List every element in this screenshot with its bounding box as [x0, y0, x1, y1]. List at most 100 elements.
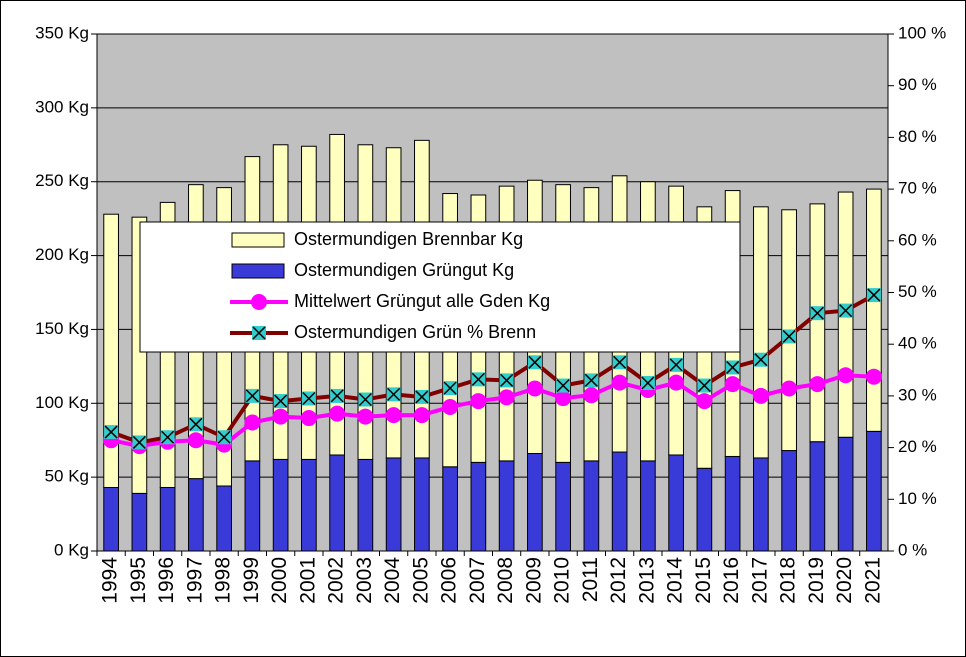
point	[104, 425, 119, 440]
y2-tick-label: 70 %	[898, 179, 937, 198]
x-tick-label: 2016	[720, 557, 743, 604]
point	[160, 430, 175, 445]
legend: Ostermundigen Brennbar Kg Ostermundigen G…	[139, 221, 741, 353]
marker-x	[387, 387, 401, 401]
bar	[753, 457, 769, 552]
bar	[640, 460, 656, 552]
marker-x	[754, 353, 768, 367]
x-tick-label: 2001	[296, 557, 319, 604]
marker-x	[500, 373, 514, 387]
bar	[555, 461, 571, 552]
point	[838, 303, 853, 318]
point	[668, 374, 685, 391]
point	[217, 430, 232, 445]
point	[724, 376, 741, 393]
point	[330, 388, 345, 403]
bar	[385, 457, 402, 552]
y-tick-label: 300 Kg	[35, 97, 89, 116]
line	[110, 293, 875, 445]
y2-tick-label: 0 %	[898, 540, 927, 559]
marker-x	[217, 430, 231, 444]
bar	[527, 453, 543, 552]
bar	[442, 466, 458, 552]
marker-x	[302, 391, 316, 406]
bar	[470, 461, 487, 552]
x-tick-label: 2014	[664, 557, 687, 604]
legend-marker	[252, 326, 266, 340]
x-tick-label: 1998	[212, 557, 235, 604]
legend-marker	[251, 294, 267, 310]
bar	[244, 460, 261, 552]
marker-x	[613, 355, 627, 369]
point	[753, 352, 768, 367]
x-tick-label: 2018	[777, 557, 800, 604]
point	[584, 373, 599, 388]
bar	[866, 188, 882, 432]
bar	[357, 458, 374, 552]
x-tick-label: 2009	[522, 557, 545, 604]
y-tick-label: 150 Kg	[35, 319, 89, 338]
point	[865, 368, 882, 385]
bar	[866, 430, 882, 552]
point	[300, 410, 317, 427]
y-tick-label: 250 Kg	[35, 171, 89, 190]
x-tick-label: 2019	[805, 557, 828, 604]
point	[471, 372, 486, 387]
plot-frame	[96, 33, 889, 552]
point	[640, 375, 655, 390]
point	[357, 408, 374, 425]
legend-swatch	[231, 263, 285, 279]
point	[611, 374, 628, 391]
x-tick-label: 2002	[325, 557, 348, 604]
legend-label: Mittelwert Grüngut alle Gden Kg	[294, 291, 550, 311]
x-tick-label: 2000	[268, 557, 291, 604]
x-tick-label: 2004	[381, 557, 404, 604]
marker-x	[726, 360, 740, 374]
line	[110, 373, 874, 449]
y-tick-label: 50 Kg	[45, 467, 89, 486]
marker-x	[641, 376, 655, 390]
point	[696, 393, 713, 410]
bar	[781, 450, 797, 552]
point	[272, 408, 289, 425]
bar	[103, 486, 119, 552]
marker-x	[415, 390, 429, 404]
x-tick-label: 1996	[155, 557, 178, 604]
point	[837, 367, 854, 384]
point	[752, 387, 769, 404]
point	[781, 380, 798, 397]
point	[443, 381, 458, 396]
marker-x	[104, 425, 118, 439]
y2-tick-label: 40 %	[898, 334, 937, 353]
y-tick-label: 0 Kg	[54, 540, 89, 559]
marker-x	[161, 430, 175, 444]
point	[499, 373, 514, 388]
marker-x	[556, 379, 570, 393]
bar	[272, 458, 289, 552]
point	[132, 435, 147, 450]
x-tick-label: 1995	[127, 557, 150, 604]
point	[498, 389, 515, 406]
bar	[809, 441, 826, 552]
y2-tick-label: 20 %	[898, 437, 937, 456]
point	[556, 378, 571, 393]
marker-x	[330, 389, 344, 403]
bar	[668, 454, 684, 552]
x-tick-label: 2003	[353, 557, 376, 604]
x-tick-label: 2015	[692, 557, 715, 604]
marker-x	[443, 381, 457, 395]
x-tick-label: 2021	[861, 557, 884, 604]
point	[386, 387, 401, 402]
point	[413, 407, 430, 424]
y2-tick-label: 60 %	[898, 230, 937, 249]
x-tick-label: 2010	[551, 557, 574, 604]
y2-tick-label: 80 %	[898, 127, 937, 146]
marker-x	[782, 329, 796, 343]
point	[470, 393, 487, 410]
point	[809, 376, 826, 393]
marker-x	[697, 379, 711, 393]
point	[697, 378, 712, 393]
x-tick-label: 2006	[438, 557, 461, 604]
point	[725, 360, 740, 375]
